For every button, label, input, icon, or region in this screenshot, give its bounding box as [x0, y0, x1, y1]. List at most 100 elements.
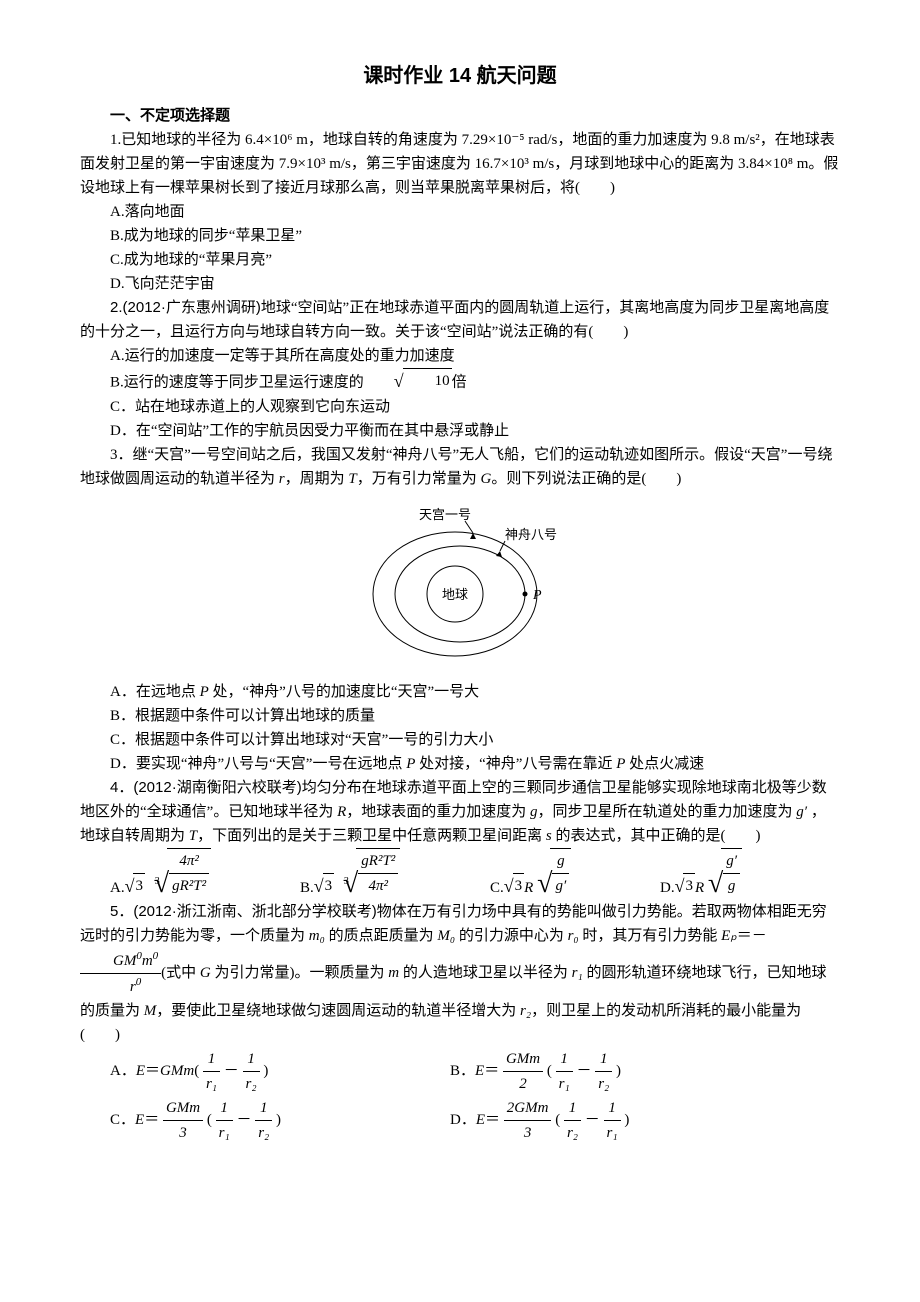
q4-a-sqrt3: 3 [133, 873, 145, 898]
q4-sc: ，同步卫星所在轨道处的重力加速度为 [538, 804, 797, 820]
q3-a-mid: 处，“神舟”八号的加速度比“天宫”一号大 [209, 684, 479, 700]
q5-row-ab: A．E＝GMm( 1r₁ － 1r₂ ) B．E＝ GMm2 ( 1r₁ － 1… [80, 1047, 840, 1096]
q5-mm: m [388, 964, 399, 980]
q3-opt-b: B．根据题中条件可以计算出地球的质量 [80, 704, 840, 728]
q3-G: G [480, 471, 491, 487]
q4-d-sqrt3: 3 [683, 873, 695, 898]
q5-a-E: E [136, 1062, 145, 1078]
q5-r0: r₀ [568, 928, 579, 944]
q5-a-label: A． [110, 1062, 136, 1078]
q5-fn-b: m [142, 953, 153, 969]
diagram-label-sz: 神舟八号 [505, 527, 557, 542]
q4-b-sqrt3: 3 [323, 873, 335, 898]
q4-c-den: g′ [552, 874, 569, 898]
q1-opt-c: C.成为地球的“苹果月亮” [80, 248, 840, 272]
q5-sg: 为引力常量)。一颗质量为 [211, 964, 389, 980]
page-title: 课时作业 14 航天问题 [80, 60, 840, 92]
q4-opt-a: A.√3 3√4π²gR²T² [110, 848, 300, 900]
q4-a-idx: 3 [155, 876, 160, 887]
q4-c-R: R [524, 880, 533, 896]
q1-opt-a: A.落向地面 [80, 200, 840, 224]
q4-opt-d: D.√3R √g′g [660, 848, 810, 900]
q4-d-label: D. [660, 880, 675, 896]
q2-opt-b-pre: B.运行的速度等于同步卫星运行速度的 [110, 375, 364, 391]
q3-T: T [348, 471, 356, 487]
q4-c-sqrt3: 3 [513, 873, 525, 898]
q4-sf: 的表达式，其中正确的是( ) [552, 828, 761, 844]
q5-d-r2: r₂ [564, 1121, 581, 1145]
q5-se: ＝－ [737, 928, 767, 944]
q3-d-mid: 处对接，“神舟”八号需在靠近 [415, 756, 616, 772]
q3-d-p: P [406, 756, 415, 772]
q5-sup0c: 0 [136, 976, 142, 988]
q5-c-r1: r₁ [216, 1121, 233, 1145]
q4-a-den: gR²T² [169, 874, 209, 898]
q5-b-E: E [475, 1062, 484, 1078]
q1-opt-d: D.飞向茫茫宇宙 [80, 272, 840, 296]
q2-opt-b-rad: 10 [403, 368, 452, 393]
q5-opt-b: B．E＝ GMm2 ( 1r₁ － 1r₂ ) [450, 1047, 621, 1096]
q4-d-den: g [723, 874, 740, 898]
q5-c-label: C． [110, 1111, 135, 1127]
q5-MM: M [144, 1003, 157, 1019]
diagram-label-p: P [532, 588, 542, 603]
q2-opt-a: A.运行的加速度一定等于其所在高度处的重力加速度 [80, 344, 840, 368]
q5-sb: 的质点距质量为 [325, 928, 438, 944]
q4-b-den: 4π² [358, 874, 398, 898]
q5-d-label: D． [450, 1111, 476, 1127]
q3-d-suf: 处点火减速 [625, 756, 704, 772]
q5-a-gmm: GMm [160, 1062, 194, 1078]
q1-opt-b: B.成为地球的同步“苹果卫星” [80, 224, 840, 248]
q5-b-r2: r₂ [595, 1072, 612, 1096]
q5-r2: r₂ [520, 1003, 531, 1019]
q4-sb: ，地球表面的重力加速度为 [346, 804, 530, 820]
q5-c-E: E [135, 1111, 144, 1127]
q4-source: 4．(2012·湖南衡阳六校联考) [110, 779, 302, 796]
q3-opt-a: A．在远地点 P 处，“神舟”八号的加速度比“天宫”一号大 [80, 680, 840, 704]
q3-a-pre: A．在远地点 [110, 684, 200, 700]
q5-b-label: B． [450, 1062, 475, 1078]
q3-d-pre: D．要实现“神舟”八号与“天宫”一号在远地点 [110, 756, 406, 772]
q5-sc: 的引力源中心为 [455, 928, 568, 944]
q5-sd: 时，其万有引力势能 [579, 928, 722, 944]
q2-opt-d: D．在“空间站”工作的宇航员因受力平衡而在其中悬浮或静止 [80, 419, 840, 443]
q5-G: G [200, 964, 211, 980]
q5-c-r2: r₂ [255, 1121, 272, 1145]
q4-opt-c: C.√3R √gg′ [490, 848, 660, 900]
q3-a-p: P [200, 684, 209, 700]
q5-r1: r₁ [572, 964, 583, 980]
q5-b-gmm: GMm [503, 1047, 543, 1072]
q5-a-r1: r₁ [203, 1072, 220, 1096]
q3-stem-d: 。则下列说法正确的是( ) [491, 471, 681, 487]
diagram-label-earth: 地球 [442, 587, 468, 602]
q3-stem: 3．继“天宫”一号空间站之后，我国又发射“神舟八号”无人飞船，它们的运动轨迹如图… [80, 443, 840, 491]
q5-M0: M₀ [437, 928, 455, 944]
q5-sf: (式中 [161, 964, 200, 980]
q4-d-num: g′ [723, 849, 740, 874]
q4-opt-b: B.√3 3√gR²T²4π² [300, 848, 490, 900]
q5-d-E: E [476, 1111, 485, 1127]
q4-R: R [337, 804, 346, 820]
q4-T: T [189, 828, 197, 844]
q5-opt-c: C．E＝ GMm3 ( 1r₁ － 1r₂ ) [110, 1096, 450, 1145]
q5-Ep: Eₚ [721, 928, 737, 944]
q3-opt-d: D．要实现“神舟”八号与“天宫”一号在远地点 P 处对接，“神舟”八号需在靠近 … [80, 752, 840, 776]
q4-options-row: A.√3 3√4π²gR²T² B.√3 3√gR²T²4π² C.√3R √g… [80, 848, 840, 900]
q5-sup0b: 0 [153, 950, 159, 962]
q3-opt-c: C．根据题中条件可以计算出地球对“天宫”一号的引力大小 [80, 728, 840, 752]
section-header: 一、不定项选择题 [80, 104, 840, 128]
q4-se: ，下面列出的是关于三颗卫星中任意两颗卫星间距离 [197, 828, 546, 844]
q5-b-r1: r₁ [556, 1072, 573, 1096]
q5-opt-d: D．E＝ 2GMm3 ( 1r₂ － 1r₁ ) [450, 1096, 629, 1145]
q4-gp: g′ [796, 804, 807, 820]
q4-g: g [530, 804, 538, 820]
q4-b-idx: 3 [344, 876, 349, 887]
diagram-label-tg: 天宫一号 [419, 507, 471, 522]
q5-stem: 5．(2012·浙江浙南、浙北部分学校联考)物体在万有引力场中具有的势能叫做引力… [80, 900, 840, 1047]
q4-d-R: R [695, 880, 704, 896]
q3-stem-b: ，周期为 [285, 471, 349, 487]
q3-diagram: 天宫一号 神舟八号 地球 P [80, 499, 840, 672]
q3-d-p2: P [616, 756, 625, 772]
q4-c-label: C. [490, 880, 504, 896]
q2-source: 2.(2012·广东惠州调研) [110, 299, 261, 316]
